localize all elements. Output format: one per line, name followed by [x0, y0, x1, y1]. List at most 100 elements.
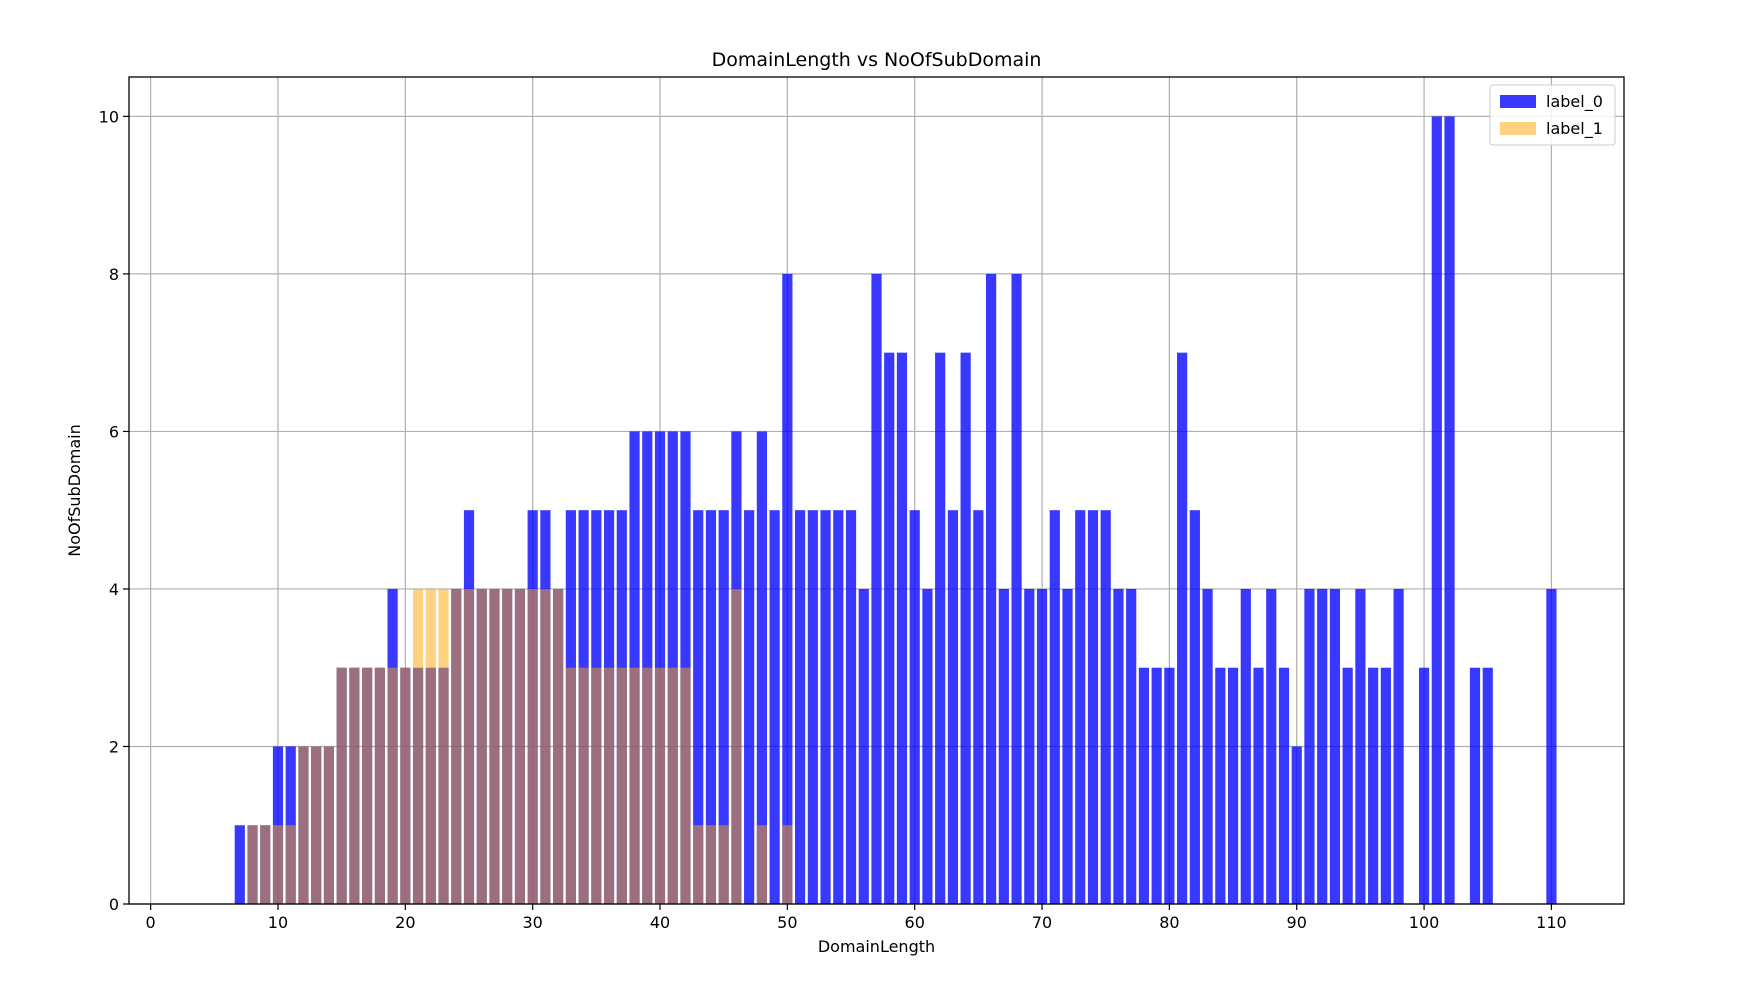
bar-label-1 — [311, 746, 322, 904]
bar-label-0 — [795, 510, 806, 904]
bar-label-1 — [782, 825, 793, 904]
y-tick-label: 6 — [109, 422, 119, 441]
bar-label-0 — [1444, 116, 1455, 904]
legend-swatch-label-1 — [1500, 122, 1536, 135]
bar-label-0 — [1368, 667, 1379, 904]
y-tick-label: 10 — [99, 107, 119, 126]
bar-label-0 — [1189, 510, 1200, 904]
axis-ticks: 0 10 20 30 40 50 60 70 80 90 100 110 0 2 4 6 8 10 — [99, 107, 1567, 932]
bar-label-0 — [1342, 667, 1353, 904]
bar-label-0 — [769, 510, 780, 904]
bar-label-1 — [642, 667, 653, 904]
bar-label-0 — [1469, 667, 1481, 904]
bar-label-1 — [323, 746, 335, 904]
x-tick-label: 30 — [522, 913, 542, 932]
x-tick-label: 90 — [1287, 913, 1307, 932]
bar-label-1 — [476, 588, 487, 904]
bar-label-1 — [425, 588, 436, 904]
bar-label-1 — [680, 667, 691, 904]
bar-label-1 — [451, 588, 462, 904]
bar-label-0 — [1075, 510, 1086, 904]
bar-label-0 — [1380, 667, 1391, 904]
plot-area-frame — [128, 76, 1625, 905]
bar-label-0 — [1036, 588, 1048, 904]
bar-label-0 — [705, 510, 717, 904]
bar-label-0 — [1215, 667, 1226, 904]
bar-label-1 — [412, 588, 424, 904]
bar-label-1 — [667, 667, 678, 904]
bar-label-0 — [807, 510, 818, 904]
bar-label-0 — [1329, 588, 1341, 904]
bar-label-0 — [1546, 588, 1557, 904]
bar-label-1 — [693, 825, 704, 904]
bar-label-1 — [438, 588, 449, 904]
bar-label-0 — [693, 510, 704, 904]
bar-label-0 — [947, 510, 958, 904]
bar-label-1 — [527, 588, 538, 904]
bar-label-0 — [1164, 667, 1175, 904]
bar-label-1 — [540, 588, 551, 904]
bar-label-1 — [387, 667, 398, 904]
bar-label-0 — [922, 588, 933, 904]
bar-label-1 — [374, 667, 385, 904]
bar-label-0 — [986, 273, 997, 904]
bar-label-1 — [349, 667, 360, 904]
bar-label-0 — [1253, 667, 1264, 904]
bar-label-0 — [998, 588, 1009, 904]
bar-label-0 — [1278, 667, 1290, 904]
bar-label-0 — [1418, 667, 1430, 904]
legend-label-0: label_0 — [1546, 92, 1603, 112]
bar-label-0 — [1482, 667, 1493, 904]
bar-label-0 — [1024, 588, 1035, 904]
bar-label-0 — [1202, 588, 1213, 904]
y-tick-label: 2 — [109, 737, 119, 756]
bar-label-0 — [833, 510, 844, 904]
bar-label-1 — [616, 667, 627, 904]
bar-label-0 — [1317, 588, 1328, 904]
bar-label-0 — [909, 510, 920, 904]
bar-label-0 — [1151, 667, 1162, 904]
bar-label-0 — [1138, 667, 1150, 904]
bar-label-1 — [272, 825, 284, 904]
legend-label-1: label_1 — [1546, 119, 1603, 139]
bar-label-0 — [1227, 667, 1239, 904]
bar-label-1 — [578, 667, 589, 904]
bar-label-1 — [400, 667, 411, 904]
bar-label-0 — [896, 352, 908, 905]
bar-label-0 — [1431, 116, 1442, 904]
bar-label-0 — [935, 352, 946, 905]
bar-label-1 — [705, 825, 717, 904]
bar-label-0 — [782, 273, 793, 904]
x-tick-label: 40 — [650, 913, 670, 932]
bar-label-1 — [260, 825, 271, 904]
bar-label-0 — [1062, 588, 1073, 904]
bar-label-1 — [285, 825, 296, 904]
bar-label-0 — [1049, 510, 1060, 904]
bar-label-0 — [820, 510, 831, 904]
bar-label-0 — [1177, 352, 1188, 905]
bar-label-0 — [1011, 273, 1022, 904]
bar-label-0 — [1393, 588, 1404, 904]
x-tick-label: 0 — [146, 913, 156, 932]
bar-label-1 — [362, 667, 373, 904]
bar-label-1 — [603, 667, 615, 904]
bar-label-0 — [1113, 588, 1124, 904]
x-tick-label: 20 — [395, 913, 415, 932]
bar-label-1 — [336, 667, 347, 904]
chart-title: DomainLength vs NoOfSubDomain — [712, 49, 1042, 71]
bar-label-1 — [756, 825, 767, 904]
x-tick-label: 60 — [905, 913, 925, 932]
bar-label-1 — [489, 588, 500, 904]
bar-label-0 — [234, 825, 245, 904]
y-tick-label: 0 — [109, 895, 119, 914]
x-tick-label: 10 — [268, 913, 288, 932]
y-tick-label: 8 — [109, 265, 119, 284]
x-tick-label: 70 — [1032, 913, 1052, 932]
x-tick-label: 110 — [1536, 913, 1567, 932]
x-tick-label: 80 — [1159, 913, 1179, 932]
bar-label-0 — [1355, 588, 1366, 904]
x-tick-label: 50 — [777, 913, 797, 932]
bar-label-1 — [591, 667, 602, 904]
bar-label-0 — [973, 510, 984, 904]
